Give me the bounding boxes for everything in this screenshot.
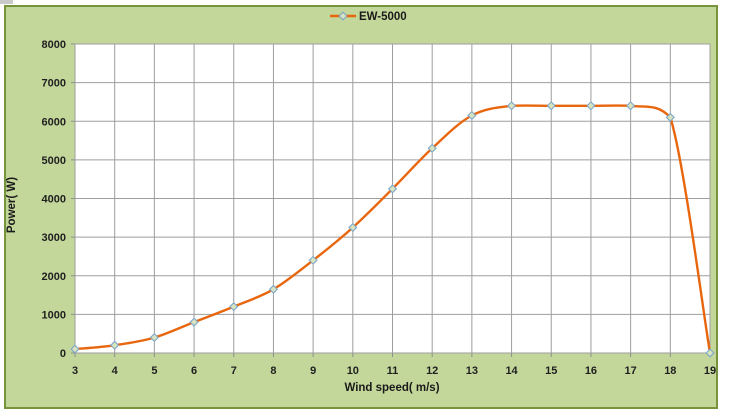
x-tick-label: 17 xyxy=(625,365,637,377)
plot-border xyxy=(74,43,711,354)
data-point-marker xyxy=(626,101,636,111)
x-tick-label: 14 xyxy=(505,365,518,377)
y-tick-label: 1000 xyxy=(42,309,66,321)
x-tick-label: 12 xyxy=(426,365,438,377)
x-tick-label: 18 xyxy=(664,365,676,377)
x-tick-label: 6 xyxy=(191,365,197,377)
data-point-marker xyxy=(387,184,398,194)
x-tick-label: 13 xyxy=(466,365,478,377)
data-point-marker xyxy=(308,255,318,265)
data-point-marker xyxy=(70,344,80,354)
y-tick-label: 7000 xyxy=(42,78,66,90)
x-axis-title: Wind speed( m/s) xyxy=(344,382,439,394)
data-point-marker xyxy=(110,340,120,350)
data-point-marker xyxy=(427,143,437,153)
x-tick-label: 9 xyxy=(310,365,316,377)
y-tick-label: 8000 xyxy=(42,39,66,51)
data-point-marker xyxy=(149,332,159,343)
x-tick-label: 4 xyxy=(112,365,119,377)
data-point-marker xyxy=(268,284,279,294)
data-point-marker xyxy=(348,222,358,233)
data-point-marker xyxy=(546,101,556,111)
y-tick-label: 3000 xyxy=(42,232,66,244)
legend-marker-icon xyxy=(330,11,356,21)
data-point-marker xyxy=(705,348,715,358)
data-point-marker xyxy=(665,112,675,122)
x-tick-label: 7 xyxy=(231,365,237,377)
x-tick-label: 15 xyxy=(545,365,557,377)
x-tick-label: 19 xyxy=(704,365,716,377)
y-tick-label: 5000 xyxy=(42,155,66,167)
y-tick-label: 0 xyxy=(60,348,66,360)
data-point-marker xyxy=(229,302,239,312)
y-tick-label: 6000 xyxy=(42,116,66,128)
y-tick-label: 2000 xyxy=(42,271,66,283)
y-tick-label: 4000 xyxy=(42,194,66,206)
y-axis-title: Power( W) xyxy=(6,177,18,233)
data-point-marker xyxy=(506,101,517,111)
data-point-marker xyxy=(467,110,477,121)
data-point-marker xyxy=(586,101,596,111)
x-tick-label: 8 xyxy=(270,365,276,377)
x-tick-label: 11 xyxy=(387,365,399,377)
x-tick-label: 10 xyxy=(347,365,359,377)
corner-artifact xyxy=(0,0,13,4)
data-point-marker xyxy=(189,317,199,327)
x-tick-label: 3 xyxy=(72,365,78,377)
legend-label: EW-5000 xyxy=(359,11,407,23)
x-tick-label: 5 xyxy=(151,365,157,377)
x-tick-label: 16 xyxy=(585,365,597,377)
legend-diamond-icon xyxy=(338,11,348,21)
